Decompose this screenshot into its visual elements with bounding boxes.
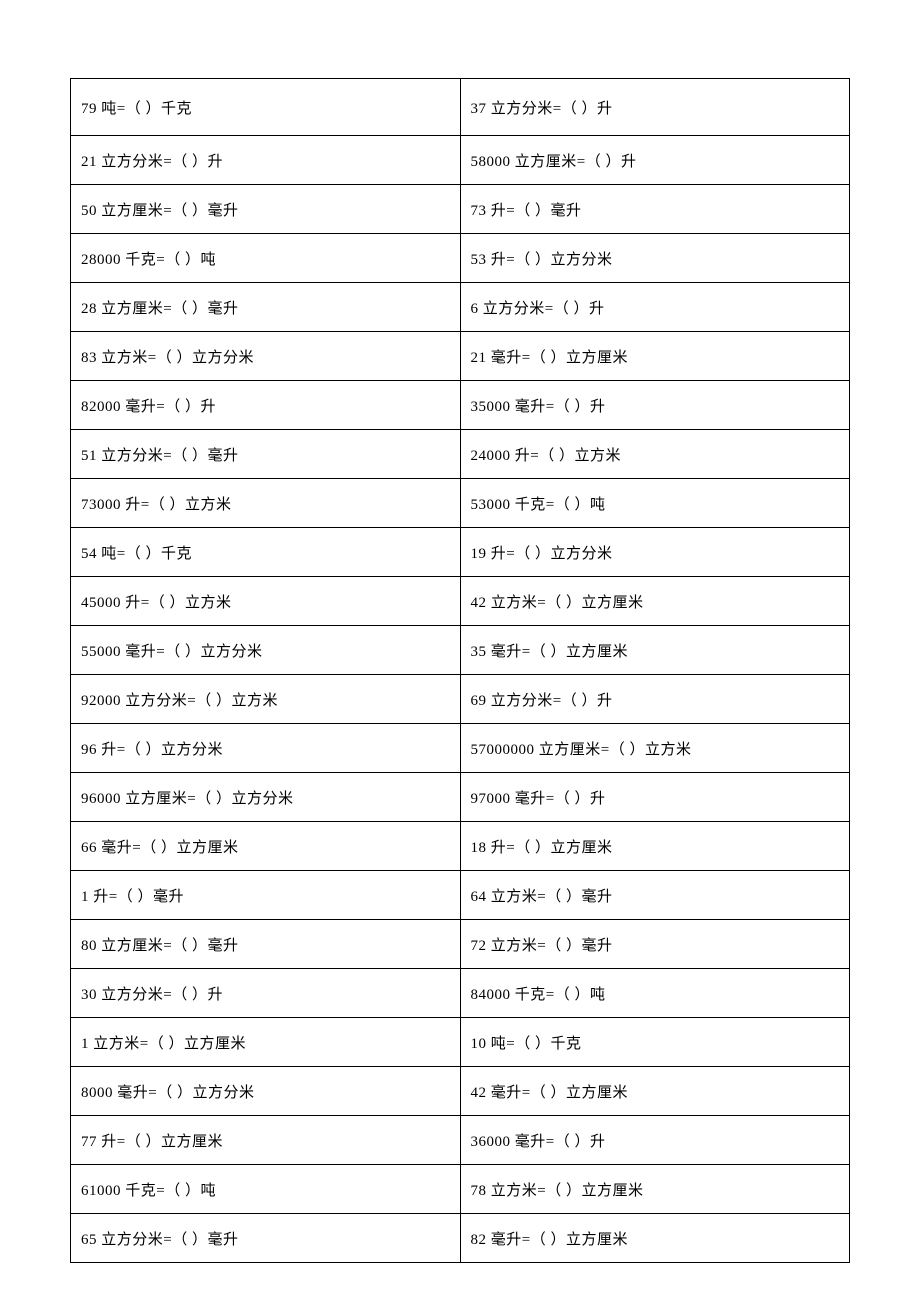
table-cell-left: 77 升=（ ）立方厘米 xyxy=(71,1116,461,1165)
table-cell-right: 78 立方米=（ ）立方厘米 xyxy=(460,1165,850,1214)
table-row: 1 升=（ ）毫升64 立方米=（ ）毫升 xyxy=(71,871,850,920)
table-cell-right: 21 毫升=（ ）立方厘米 xyxy=(460,332,850,381)
table-row: 79 吨=（ ）千克37 立方分米=（ ）升 xyxy=(71,79,850,136)
table-row: 50 立方厘米=（ ）毫升73 升=（ ）毫升 xyxy=(71,185,850,234)
table-cell-right: 42 毫升=（ ）立方厘米 xyxy=(460,1067,850,1116)
table-cell-right: 24000 升=（ ）立方米 xyxy=(460,430,850,479)
table-cell-right: 42 立方米=（ ）立方厘米 xyxy=(460,577,850,626)
table-row: 96000 立方厘米=（ ）立方分米97000 毫升=（ ）升 xyxy=(71,773,850,822)
table-row: 65 立方分米=（ ）毫升82 毫升=（ ）立方厘米 xyxy=(71,1214,850,1263)
table-cell-left: 61000 千克=（ ）吨 xyxy=(71,1165,461,1214)
table-cell-left: 55000 毫升=（ ）立方分米 xyxy=(71,626,461,675)
table-row: 77 升=（ ）立方厘米36000 毫升=（ ）升 xyxy=(71,1116,850,1165)
table-row: 30 立方分米=（ ）升84000 千克=（ ）吨 xyxy=(71,969,850,1018)
table-cell-right: 18 升=（ ）立方厘米 xyxy=(460,822,850,871)
table-cell-left: 80 立方厘米=（ ）毫升 xyxy=(71,920,461,969)
table-cell-left: 45000 升=（ ）立方米 xyxy=(71,577,461,626)
table-cell-left: 96 升=（ ）立方分米 xyxy=(71,724,461,773)
table-row: 61000 千克=（ ）吨78 立方米=（ ）立方厘米 xyxy=(71,1165,850,1214)
page: 79 吨=（ ）千克37 立方分米=（ ）升21 立方分米=（ ）升58000 … xyxy=(0,0,920,1303)
table-cell-left: 1 升=（ ）毫升 xyxy=(71,871,461,920)
table-cell-left: 82000 毫升=（ ）升 xyxy=(71,381,461,430)
table-cell-right: 36000 毫升=（ ）升 xyxy=(460,1116,850,1165)
conversion-table-body: 79 吨=（ ）千克37 立方分米=（ ）升21 立方分米=（ ）升58000 … xyxy=(71,79,850,1263)
table-cell-right: 10 吨=（ ）千克 xyxy=(460,1018,850,1067)
table-cell-right: 19 升=（ ）立方分米 xyxy=(460,528,850,577)
table-cell-left: 92000 立方分米=（ ）立方米 xyxy=(71,675,461,724)
table-cell-right: 97000 毫升=（ ）升 xyxy=(460,773,850,822)
table-cell-left: 54 吨=（ ）千克 xyxy=(71,528,461,577)
table-row: 28 立方厘米=（ ）毫升6 立方分米=（ ）升 xyxy=(71,283,850,332)
table-cell-right: 58000 立方厘米=（ ）升 xyxy=(460,136,850,185)
table-cell-left: 30 立方分米=（ ）升 xyxy=(71,969,461,1018)
table-row: 82000 毫升=（ ）升35000 毫升=（ ）升 xyxy=(71,381,850,430)
table-cell-left: 73000 升=（ ）立方米 xyxy=(71,479,461,528)
table-row: 66 毫升=（ ）立方厘米18 升=（ ）立方厘米 xyxy=(71,822,850,871)
table-row: 28000 千克=（ ）吨53 升=（ ）立方分米 xyxy=(71,234,850,283)
conversion-table: 79 吨=（ ）千克37 立方分米=（ ）升21 立方分米=（ ）升58000 … xyxy=(70,78,850,1263)
table-cell-left: 1 立方米=（ ）立方厘米 xyxy=(71,1018,461,1067)
table-row: 51 立方分米=（ ）毫升24000 升=（ ）立方米 xyxy=(71,430,850,479)
table-cell-left: 8000 毫升=（ ）立方分米 xyxy=(71,1067,461,1116)
table-cell-right: 72 立方米=（ ）毫升 xyxy=(460,920,850,969)
table-cell-right: 69 立方分米=（ ）升 xyxy=(460,675,850,724)
table-row: 54 吨=（ ）千克19 升=（ ）立方分米 xyxy=(71,528,850,577)
table-cell-left: 83 立方米=（ ）立方分米 xyxy=(71,332,461,381)
table-cell-left: 66 毫升=（ ）立方厘米 xyxy=(71,822,461,871)
table-row: 1 立方米=（ ）立方厘米10 吨=（ ）千克 xyxy=(71,1018,850,1067)
table-row: 55000 毫升=（ ）立方分米35 毫升=（ ）立方厘米 xyxy=(71,626,850,675)
table-row: 45000 升=（ ）立方米42 立方米=（ ）立方厘米 xyxy=(71,577,850,626)
table-row: 92000 立方分米=（ ）立方米69 立方分米=（ ）升 xyxy=(71,675,850,724)
table-row: 80 立方厘米=（ ）毫升72 立方米=（ ）毫升 xyxy=(71,920,850,969)
table-cell-right: 35000 毫升=（ ）升 xyxy=(460,381,850,430)
table-cell-left: 28000 千克=（ ）吨 xyxy=(71,234,461,283)
table-cell-left: 65 立方分米=（ ）毫升 xyxy=(71,1214,461,1263)
table-row: 21 立方分米=（ ）升58000 立方厘米=（ ）升 xyxy=(71,136,850,185)
table-cell-right: 53000 千克=（ ）吨 xyxy=(460,479,850,528)
table-cell-left: 79 吨=（ ）千克 xyxy=(71,79,461,136)
table-cell-right: 57000000 立方厘米=（ ）立方米 xyxy=(460,724,850,773)
table-row: 96 升=（ ）立方分米57000000 立方厘米=（ ）立方米 xyxy=(71,724,850,773)
table-cell-left: 28 立方厘米=（ ）毫升 xyxy=(71,283,461,332)
table-row: 8000 毫升=（ ）立方分米42 毫升=（ ）立方厘米 xyxy=(71,1067,850,1116)
table-cell-left: 21 立方分米=（ ）升 xyxy=(71,136,461,185)
table-cell-left: 50 立方厘米=（ ）毫升 xyxy=(71,185,461,234)
table-cell-right: 37 立方分米=（ ）升 xyxy=(460,79,850,136)
table-cell-right: 6 立方分米=（ ）升 xyxy=(460,283,850,332)
table-cell-right: 84000 千克=（ ）吨 xyxy=(460,969,850,1018)
table-cell-right: 35 毫升=（ ）立方厘米 xyxy=(460,626,850,675)
table-cell-right: 64 立方米=（ ）毫升 xyxy=(460,871,850,920)
table-cell-right: 82 毫升=（ ）立方厘米 xyxy=(460,1214,850,1263)
table-cell-left: 51 立方分米=（ ）毫升 xyxy=(71,430,461,479)
table-cell-right: 53 升=（ ）立方分米 xyxy=(460,234,850,283)
table-cell-right: 73 升=（ ）毫升 xyxy=(460,185,850,234)
table-row: 83 立方米=（ ）立方分米21 毫升=（ ）立方厘米 xyxy=(71,332,850,381)
table-row: 73000 升=（ ）立方米53000 千克=（ ）吨 xyxy=(71,479,850,528)
table-cell-left: 96000 立方厘米=（ ）立方分米 xyxy=(71,773,461,822)
